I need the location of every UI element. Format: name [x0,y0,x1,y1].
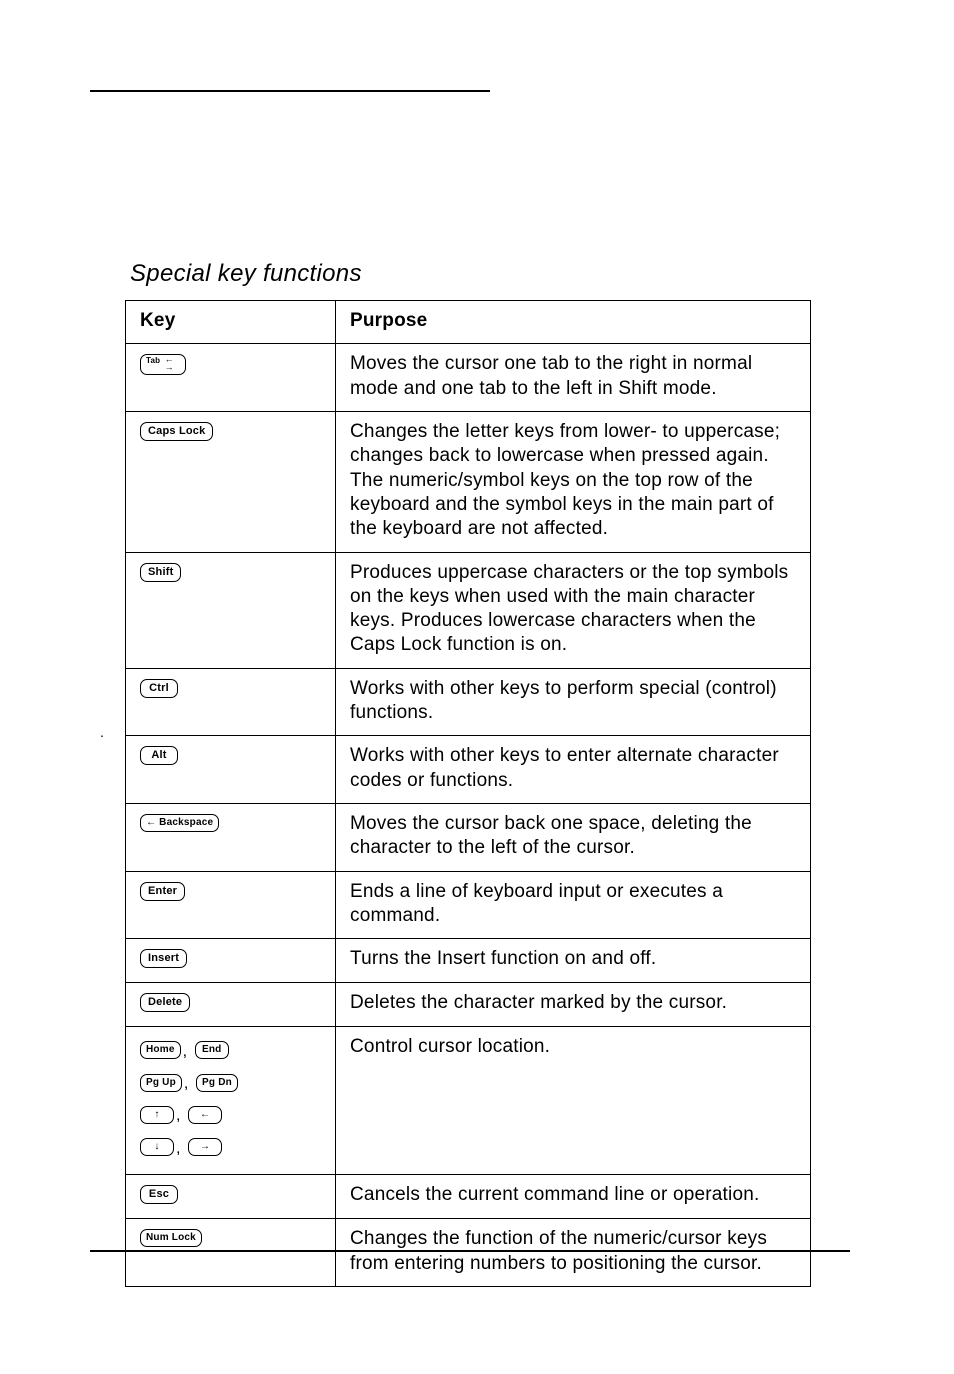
section-title: Special key functions [130,260,362,288]
key-cell-cursor-group: Home, End Pg Up, Pg Dn ↑, ← ↓, → [126,1027,336,1175]
right-arrow-keycap: → [188,1138,222,1156]
tab-arrows-icon: ←→ [165,355,174,371]
table-row: Num Lock Changes the function of the num… [126,1219,811,1287]
table-header-row: Key Purpose [126,301,811,344]
end-keycap: End [195,1041,229,1059]
keycap-label: Tab [146,356,160,365]
table-row: Shift Produces uppercase characters or t… [126,552,811,668]
purpose-cell: Turns the Insert function on and off. [336,939,811,983]
table-row: Home, End Pg Up, Pg Dn ↑, ← ↓, → Control… [126,1027,811,1175]
ctrl-keycap: Ctrl [140,679,178,698]
pgdn-keycap: Pg Dn [196,1074,238,1092]
bottom-horizontal-rule [90,1250,850,1252]
enter-keycap: Enter [140,882,185,901]
table-row: ← Backspace Moves the cursor back one sp… [126,804,811,872]
purpose-cell: Cancels the current command line or oper… [336,1175,811,1219]
home-keycap: Home [140,1041,181,1059]
key-cell-backspace: ← Backspace [126,804,336,872]
purpose-cell: Control cursor location. [336,1027,811,1175]
backspace-keycap: ← Backspace [140,814,219,832]
purpose-cell: Moves the cursor back one space, deletin… [336,804,811,872]
purpose-cell: Changes the function of the numeric/curs… [336,1219,811,1287]
table-row: Insert Turns the Insert function on and … [126,939,811,983]
key-cell-shift: Shift [126,552,336,668]
key-cell-enter: Enter [126,871,336,939]
pgup-keycap: Pg Up [140,1074,182,1092]
insert-keycap: Insert [140,949,187,968]
stray-mark: . [100,724,104,740]
key-cell-insert: Insert [126,939,336,983]
header-purpose: Purpose [336,301,811,344]
key-cell-capslock: Caps Lock [126,411,336,552]
table-row: Esc Cancels the current command line or … [126,1175,811,1219]
key-cell-delete: Delete [126,983,336,1027]
table-row: Enter Ends a line of keyboard input or e… [126,871,811,939]
key-cell-ctrl: Ctrl [126,668,336,736]
table-row: Delete Deletes the character marked by t… [126,983,811,1027]
comma-separator: , [176,1140,181,1157]
esc-keycap: Esc [140,1185,178,1204]
left-arrow-keycap: ← [188,1106,222,1124]
alt-keycap: Alt [140,746,178,765]
table-row: Ctrl Works with other keys to perform sp… [126,668,811,736]
purpose-cell: Moves the cursor one tab to the right in… [336,344,811,412]
top-horizontal-rule [90,90,490,92]
comma-separator: , [184,1075,189,1092]
comma-separator: , [183,1043,188,1060]
purpose-cell: Changes the letter keys from lower- to u… [336,411,811,552]
purpose-cell: Works with other keys to enter alternate… [336,736,811,804]
key-cell-numlock: Num Lock [126,1219,336,1287]
comma-separator: , [176,1107,181,1124]
down-arrow-keycap: ↓ [140,1138,174,1156]
key-cell-tab: Tab ←→ [126,344,336,412]
key-cell-esc: Esc [126,1175,336,1219]
delete-keycap: Delete [140,993,190,1012]
table-row: Tab ←→ Moves the cursor one tab to the r… [126,344,811,412]
header-key: Key [126,301,336,344]
purpose-cell: Ends a line of keyboard input or execute… [336,871,811,939]
special-keys-table: Key Purpose Tab ←→ Moves the cursor one … [125,300,811,1287]
up-arrow-keycap: ↑ [140,1106,174,1124]
capslock-keycap: Caps Lock [140,422,213,441]
purpose-cell: Produces uppercase characters or the top… [336,552,811,668]
table-row: Caps Lock Changes the letter keys from l… [126,411,811,552]
shift-keycap: Shift [140,563,181,582]
tab-keycap: Tab ←→ [140,354,186,375]
purpose-cell: Deletes the character marked by the curs… [336,983,811,1027]
document-page: Special key functions Key Purpose Tab ←→… [0,0,954,1374]
table-row: Alt Works with other keys to enter alter… [126,736,811,804]
purpose-cell: Works with other keys to perform special… [336,668,811,736]
cursor-keygroup: Home, End Pg Up, Pg Dn ↑, ← ↓, → [140,1035,323,1164]
key-cell-alt: Alt [126,736,336,804]
numlock-keycap: Num Lock [140,1229,202,1247]
